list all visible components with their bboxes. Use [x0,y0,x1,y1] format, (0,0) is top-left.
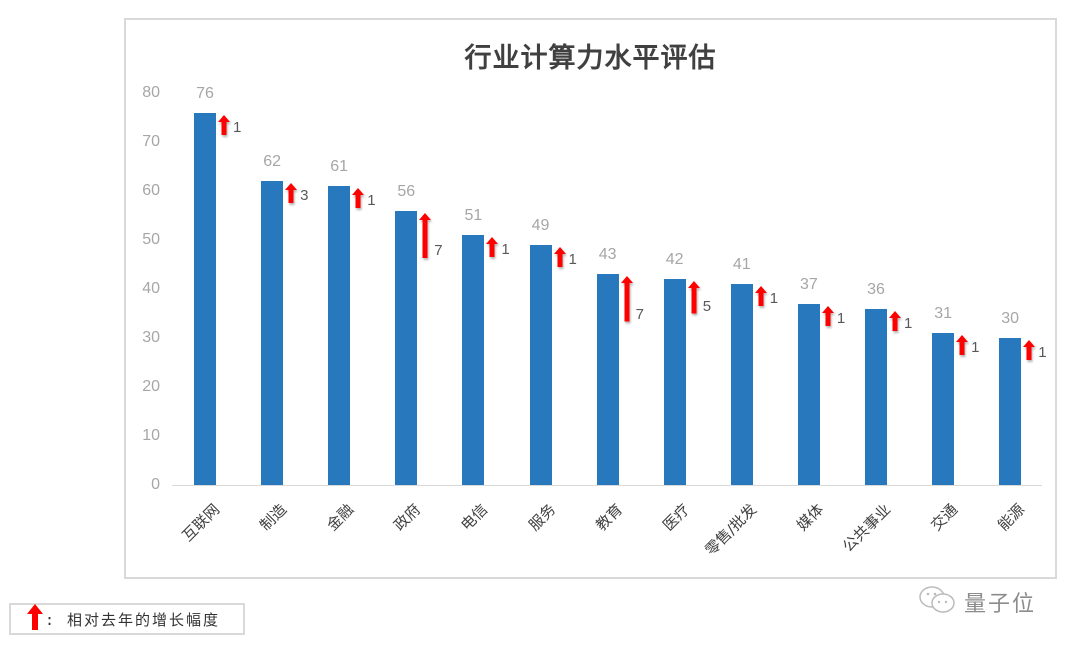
bar-value-label: 31 [934,305,952,323]
bar [462,235,485,485]
red-up-arrow-icon [27,604,43,634]
bar-value-label: 51 [464,207,483,225]
bar-value-label: 36 [867,280,885,298]
x-category-label: 媒体 [793,500,828,535]
chart-frame: 行业计算力水平评估 0 10 20 30 40 50 60 70 80 76 1 互联网 62 3 制造 61… [124,18,1057,579]
increase-value-label: 7 [635,305,644,323]
y-tick-label: 80 [142,84,160,101]
y-tick-label: 60 [142,182,160,199]
increase-value-label: 1 [568,250,577,268]
bar [797,303,820,485]
watermark: 量子位 [918,585,1036,619]
bar [395,210,418,485]
wechat-icon [918,585,958,619]
y-tick-label: 50 [142,231,160,248]
x-axis-line [172,485,1042,486]
x-category-label: 零售/批发 [701,500,761,560]
bar-value-label: 56 [397,182,416,200]
bar [529,244,552,485]
bar-value-label: 37 [799,275,818,293]
increase-value-label: 1 [233,118,242,136]
x-category-label: 金融 [323,500,358,535]
increase-value-label: 5 [702,297,712,315]
red-up-arrow-icon [285,183,298,204]
red-up-arrow-icon [956,335,969,356]
x-category-label: 医疗 [658,500,693,535]
red-up-arrow-icon [419,212,432,259]
bar-value-label: 76 [196,84,214,102]
y-tick-label: 40 [142,280,160,297]
red-up-arrow-icon [1023,340,1036,360]
bar-value-label: 49 [531,216,550,234]
y-tick-label: 30 [142,329,160,346]
legend-text: : 相对去年的增长幅度 [45,610,221,629]
red-up-arrow-icon [754,286,767,307]
chart-title: 行业计算力水平评估 [464,43,717,74]
red-up-arrow-icon [352,188,365,209]
x-category-label: 互联网 [178,500,224,545]
x-category-label: 制造 [256,500,291,535]
y-tick-label: 10 [142,427,160,444]
bar-value-label: 30 [1001,310,1020,327]
x-category-label: 能源 [994,500,1029,535]
bar [730,284,753,485]
red-up-arrow-icon [687,281,700,314]
bar [261,181,284,485]
bar [596,274,619,485]
increase-value-label: 1 [1038,344,1047,361]
increase-value-label: 7 [434,242,443,260]
y-tick-label: 70 [142,133,160,150]
bar [865,308,887,485]
increase-value-label: 1 [501,241,510,259]
red-up-arrow-icon [486,237,499,258]
increase-value-label: 1 [836,309,846,327]
red-up-arrow-icon [218,114,230,135]
increase-value-label: 3 [300,187,309,205]
red-up-arrow-icon [553,246,566,267]
red-up-arrow-icon [889,310,901,331]
red-up-arrow-icon [821,305,834,326]
x-category-label: 政府 [390,500,425,535]
bar-value-label: 61 [330,158,349,176]
bar-value-label: 41 [732,256,751,274]
x-category-label: 电信 [457,500,492,535]
increase-value-label: 1 [367,192,376,210]
red-up-arrow-icon [620,276,633,322]
increase-value-label: 1 [769,290,779,308]
y-tick-label: 0 [151,476,160,493]
bar [663,279,686,485]
x-category-label: 服务 [524,500,559,535]
bar [194,112,216,485]
bar [328,186,351,485]
y-tick-label: 20 [142,378,160,395]
x-category-label: 教育 [591,500,626,535]
bar-value-label: 43 [598,246,617,264]
bar-value-label: 42 [665,251,684,269]
bar-value-label: 62 [263,153,281,171]
x-category-label: 交通 [927,500,962,535]
x-category-label: 公共事业 [838,500,895,556]
bar [999,338,1022,485]
legend-box: : 相对去年的增长幅度 [9,603,245,635]
bar [932,333,955,485]
increase-value-label: 1 [971,339,980,357]
increase-value-label: 1 [904,314,913,332]
watermark-text: 量子位 [964,592,1037,617]
